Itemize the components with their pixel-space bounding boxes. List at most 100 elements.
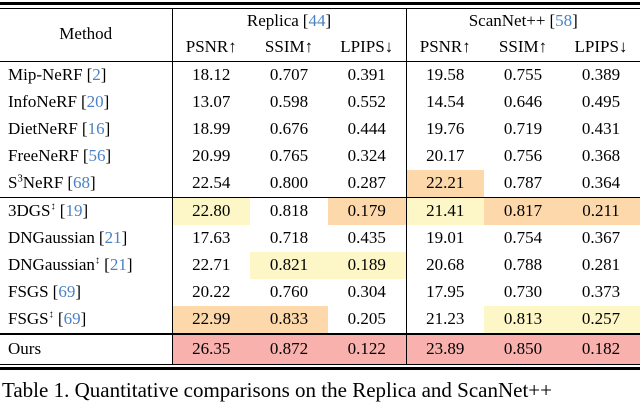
- results-table: Method Replica [44] ScanNet++ [58] PSNR↑ S…: [0, 8, 640, 364]
- table-bottom-rule-thin: [0, 363, 640, 365]
- citation-bracket: [: [302, 11, 309, 31]
- method-name: Mip-NeRF: [8, 64, 83, 84]
- metric-value: 0.435: [347, 227, 386, 247]
- citation: [21]: [104, 255, 132, 274]
- metric-value: 20.22: [192, 281, 231, 301]
- method-cell: FSGS↕ [69]: [0, 305, 173, 334]
- table-row: DietNeRF [16] 18.99 0.676 0.444 19.76 0.7…: [0, 115, 640, 143]
- table-row: 3DGS↕ [19] 22.80 0.818 0.179 21.41 0.817 …: [0, 197, 640, 225]
- citation-number: 21: [104, 227, 122, 247]
- citation-number: 69: [63, 308, 81, 328]
- metric-value: 0.676: [269, 118, 309, 138]
- metric-value: 13.07: [192, 91, 231, 111]
- method-cell: FreeNeRF [56]: [0, 142, 173, 170]
- metric-value: 20.68: [405, 251, 484, 279]
- method-cell: DietNeRF [16]: [0, 115, 173, 143]
- metric-value: 0.872: [250, 332, 328, 364]
- citation: [16]: [82, 119, 110, 138]
- metric-value: 17.95: [405, 278, 484, 306]
- dataset-header-replica: Replica [44]: [172, 9, 406, 35]
- metric-header-lpips: LPIPS↓: [562, 34, 640, 62]
- method-superscript: ↕: [94, 255, 101, 266]
- citation-bracket: ]: [82, 200, 89, 220]
- method-name: 3DGS: [8, 200, 51, 220]
- metric-value: 0.813: [484, 305, 562, 334]
- citation: [58]: [549, 11, 577, 30]
- citation: [56]: [83, 146, 111, 165]
- metric-value: 22.21: [405, 169, 484, 198]
- citation-bracket: ]: [325, 11, 332, 31]
- metric-value: 0.754: [503, 227, 543, 247]
- method-name: InfoNeRF: [8, 91, 77, 111]
- metric-value: 0.182: [562, 332, 640, 364]
- metric-value: 0.431: [581, 118, 621, 138]
- method-name: FSGS: [8, 281, 49, 301]
- method-cell: Ours: [0, 332, 173, 364]
- method-name: DietNeRF: [8, 118, 78, 138]
- metric-value: 20.17: [405, 142, 484, 170]
- method-cell: 3DGS↕ [19]: [0, 197, 173, 225]
- citation-number: 56: [88, 145, 106, 165]
- dataset-header-scannet: ScanNet++ [58]: [405, 8, 640, 35]
- citation-bracket: [: [57, 308, 64, 328]
- table-row: Mip-NeRF [2] 18.12 0.707 0.391 19.58 0.75…: [0, 61, 640, 89]
- metric-value: 0.765: [269, 145, 309, 165]
- metric-header-lpips: LPIPS↓: [328, 34, 406, 62]
- metric-value: 0.707: [269, 64, 309, 84]
- table-row: FSGS [69] 20.22 0.760 0.304 17.95 0.730 0…: [0, 278, 640, 306]
- metric-value: 0.755: [503, 64, 543, 84]
- metric-value: 19.76: [405, 115, 484, 143]
- citation-number: 20: [86, 91, 104, 111]
- citation: [21]: [99, 228, 127, 247]
- citation-number: 44: [308, 11, 326, 31]
- metric-value: 18.99: [192, 118, 231, 138]
- metric-value: 0.211: [562, 197, 640, 225]
- metric-value: 0.179: [328, 197, 406, 225]
- method-cell: S3NeRF [68]: [0, 169, 173, 198]
- metric-value: 0.364: [562, 169, 640, 198]
- metric-value: 0.373: [581, 281, 621, 301]
- citation-bracket: ]: [90, 172, 96, 192]
- metric-value: 0.287: [328, 169, 406, 198]
- citation: [19]: [60, 201, 88, 220]
- method-name: FSGS: [8, 308, 49, 328]
- method-column-header: Method: [0, 8, 173, 62]
- method-cell: InfoNeRF [20]: [0, 88, 173, 116]
- metric-value: 0.719: [503, 118, 543, 138]
- method-superscript: ↕: [50, 201, 56, 212]
- citation: [44]: [303, 11, 331, 30]
- metric-value: 17.63: [192, 227, 231, 247]
- metric-value: 20.99: [192, 145, 231, 165]
- metric-value: 22.99: [172, 305, 250, 334]
- metric-header-psnr: PSNR↑: [405, 34, 484, 62]
- metric-value: 0.788: [503, 254, 543, 274]
- method-superscript: ↕: [48, 309, 54, 320]
- metric-header-ssim: SSIM↑: [250, 34, 328, 62]
- metric-value: 0.389: [581, 64, 621, 84]
- citation-bracket: [: [81, 118, 88, 138]
- metric-value: 0.257: [562, 305, 640, 334]
- citation-bracket: ]: [80, 308, 87, 328]
- table-bottom-rule-thick: [0, 366, 640, 370]
- method-name: DNGaussian: [8, 227, 95, 247]
- metric-value: 21.41: [405, 197, 484, 225]
- metric-value: 22.71: [192, 254, 231, 274]
- metric-value: 19.01: [405, 224, 484, 252]
- citation-bracket: [: [80, 91, 87, 111]
- citation-number: 19: [65, 200, 83, 220]
- metric-value: 22.54: [172, 169, 250, 198]
- citation-bracket: ]: [104, 118, 111, 138]
- citation: [68]: [67, 173, 95, 192]
- metric-value: 0.189: [328, 251, 406, 279]
- metric-value: 0.552: [347, 91, 386, 111]
- metric-value: 18.12: [192, 64, 231, 84]
- citation-bracket: ]: [75, 281, 81, 301]
- metric-value: 0.391: [347, 64, 386, 84]
- citation-bracket: ]: [121, 227, 128, 247]
- table-row: S3NeRF [68] 22.54 0.800 0.287 22.21 0.787…: [0, 169, 640, 198]
- metric-value: 0.646: [503, 91, 543, 111]
- metric-value: 0.821: [250, 251, 328, 279]
- citation-bracket: ]: [103, 91, 110, 111]
- table-row: DNGaussian↕ [21] 22.71 0.821 0.189 20.68 …: [0, 251, 640, 279]
- citation: [20]: [81, 92, 109, 111]
